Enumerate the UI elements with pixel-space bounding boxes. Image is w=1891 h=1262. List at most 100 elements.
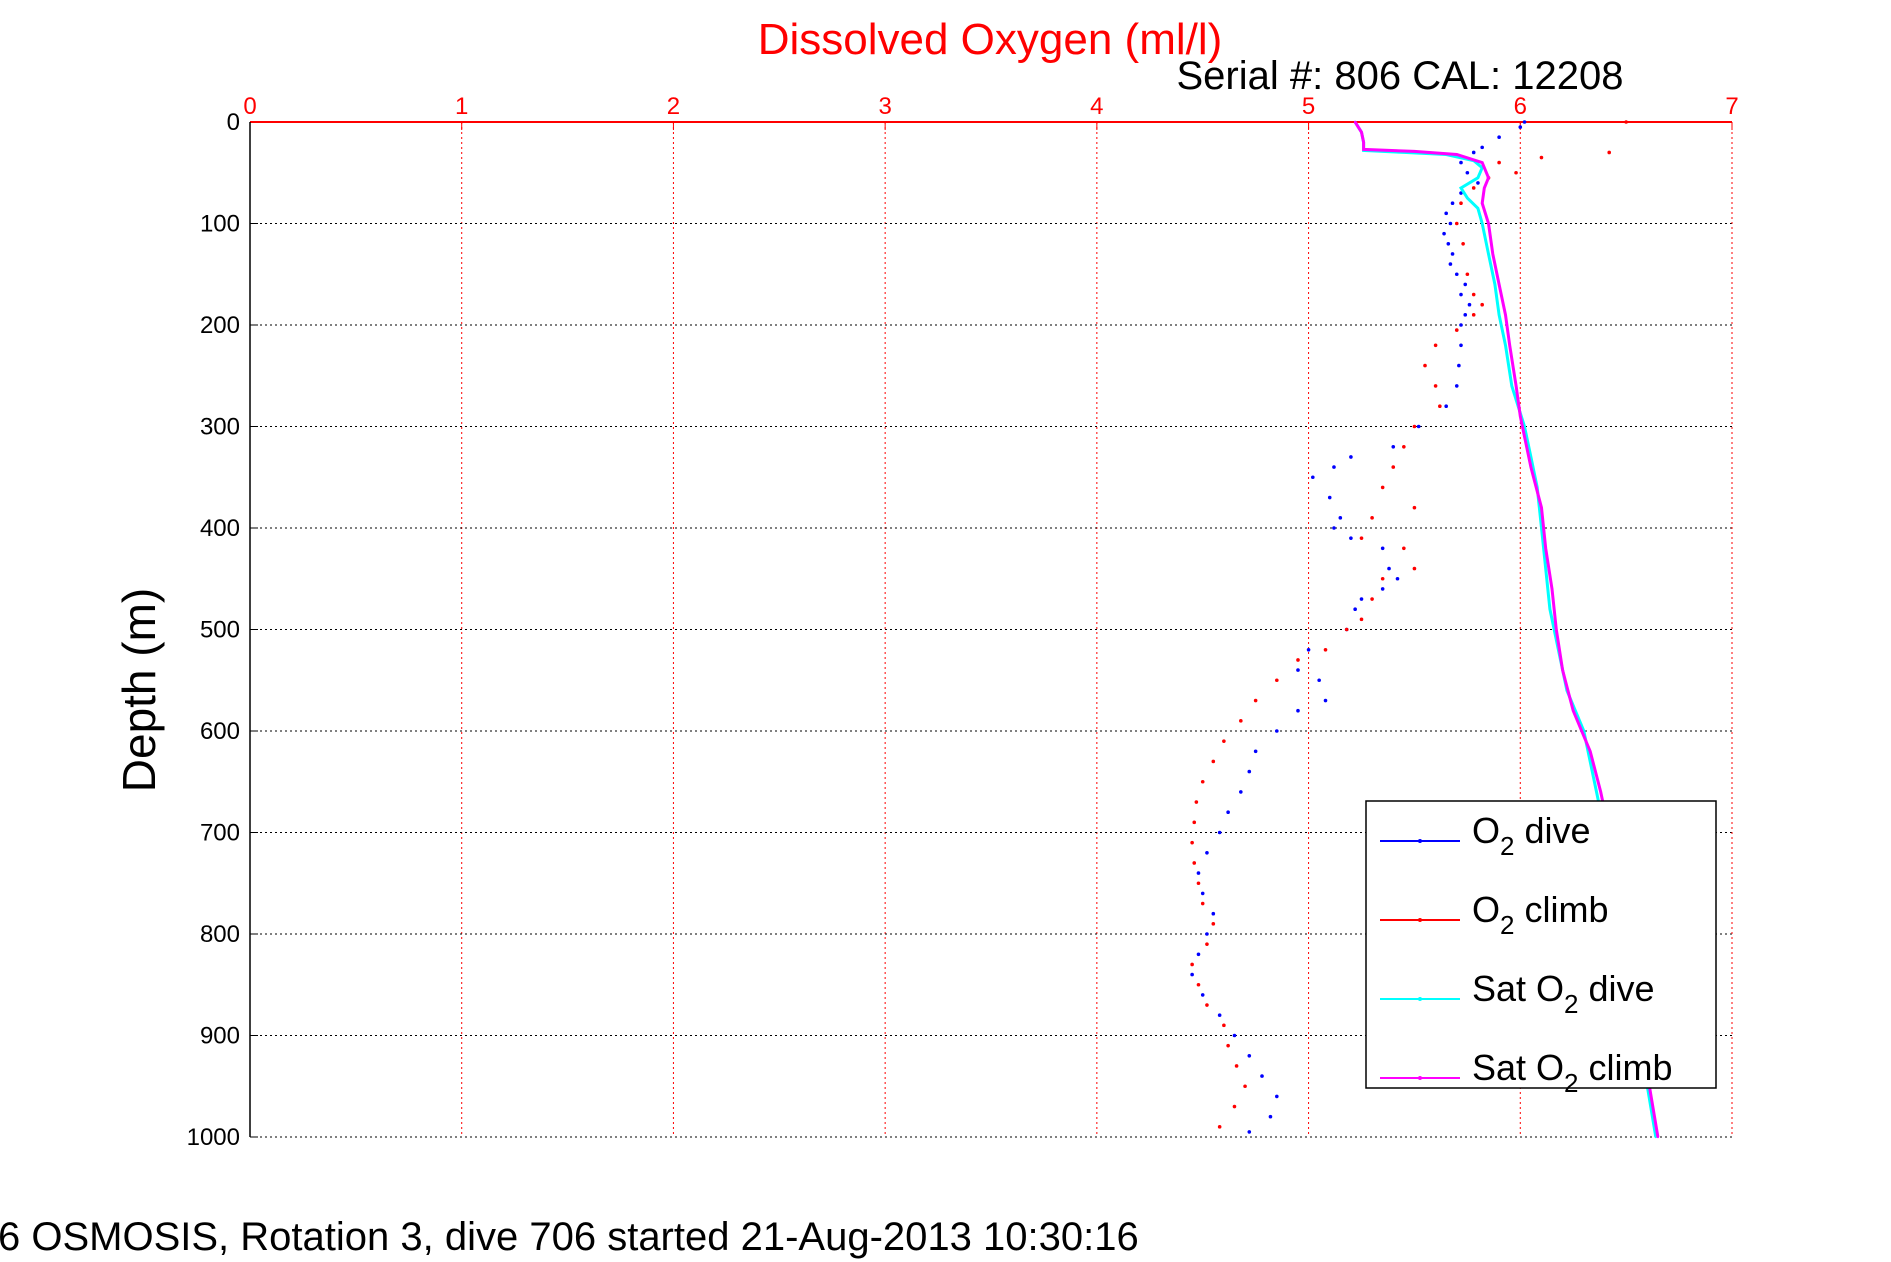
data-point bbox=[1588, 750, 1592, 753]
data-point bbox=[1593, 780, 1596, 783]
data-point bbox=[1480, 161, 1484, 164]
data-point bbox=[1192, 861, 1197, 865]
data-point bbox=[1454, 272, 1459, 277]
data-point bbox=[1239, 790, 1243, 794]
data-point bbox=[1466, 196, 1469, 200]
data-point bbox=[1226, 1043, 1230, 1048]
series-o2-dive bbox=[1190, 120, 1527, 1134]
data-point bbox=[1467, 302, 1472, 307]
y-tick-label: 1000 bbox=[187, 1124, 240, 1151]
data-point bbox=[1539, 155, 1544, 160]
data-point bbox=[1454, 221, 1459, 226]
data-point bbox=[1544, 547, 1547, 550]
data-point bbox=[1359, 597, 1364, 601]
legend-box bbox=[1365, 800, 1717, 1089]
data-point bbox=[1362, 148, 1365, 151]
data-point bbox=[1296, 658, 1300, 662]
data-point bbox=[1523, 435, 1526, 438]
chart-subtitle: Serial #: 806 CAL: 12208 bbox=[1177, 54, 1624, 98]
legend-label: Sat O2 climb bbox=[1472, 1047, 1673, 1098]
y-tick-label: 600 bbox=[200, 718, 240, 745]
y-tick-label: 400 bbox=[200, 515, 240, 542]
data-point bbox=[1504, 313, 1507, 317]
data-point bbox=[1253, 698, 1258, 703]
legend-marker bbox=[1418, 997, 1422, 1001]
data-point bbox=[1514, 170, 1518, 175]
legend-label: O2 dive bbox=[1472, 810, 1591, 861]
data-point bbox=[1529, 465, 1533, 469]
data-point bbox=[1344, 627, 1349, 632]
data-point bbox=[1459, 343, 1463, 348]
data-point bbox=[1211, 759, 1216, 764]
data-point bbox=[1253, 749, 1258, 754]
data-point bbox=[1323, 698, 1328, 703]
data-point bbox=[1599, 790, 1602, 794]
data-point bbox=[1391, 465, 1396, 469]
data-point bbox=[1656, 1135, 1660, 1139]
y-tick-label: 100 bbox=[200, 211, 240, 238]
data-point bbox=[1232, 1104, 1237, 1109]
data-point bbox=[1311, 475, 1315, 480]
data-point bbox=[1239, 719, 1243, 723]
data-point bbox=[1561, 668, 1564, 672]
axes: 0 1 2 3 4 5 6 7 0 100 200 300 400 500 600 700 800 900 1000 bbox=[187, 93, 1739, 1151]
data-point bbox=[1518, 125, 1523, 129]
data-point bbox=[1205, 942, 1209, 946]
data-point bbox=[1332, 465, 1336, 469]
y-tick-label: 0 bbox=[227, 109, 240, 136]
data-point bbox=[1624, 120, 1628, 124]
data-point bbox=[1544, 567, 1547, 570]
data-point bbox=[1192, 820, 1197, 825]
data-point bbox=[1353, 607, 1357, 611]
data-point bbox=[1226, 810, 1230, 814]
chart-title: Dissolved Oxygen (ml/l) bbox=[758, 15, 1223, 64]
data-point bbox=[1338, 516, 1343, 520]
data-point bbox=[1508, 344, 1511, 347]
data-point bbox=[1454, 384, 1459, 388]
data-point bbox=[1487, 252, 1490, 256]
data-point bbox=[1200, 901, 1205, 906]
data-point bbox=[1459, 160, 1463, 165]
data-point bbox=[1275, 1094, 1279, 1099]
data-point bbox=[1487, 176, 1490, 180]
data-point bbox=[1370, 597, 1374, 601]
data-point bbox=[1519, 415, 1522, 418]
data-point bbox=[1450, 252, 1455, 256]
data-point bbox=[1480, 302, 1484, 307]
data-point bbox=[1222, 1023, 1226, 1028]
data-point bbox=[1463, 282, 1468, 287]
data-point bbox=[1461, 242, 1465, 246]
data-point bbox=[1465, 170, 1470, 175]
data-point bbox=[1296, 708, 1300, 713]
data-point bbox=[1232, 1033, 1237, 1038]
data-point bbox=[1493, 283, 1497, 286]
data-point bbox=[1200, 779, 1205, 784]
legend-marker bbox=[1418, 918, 1422, 922]
data-point bbox=[1391, 445, 1396, 449]
x-tick-label: 6 bbox=[1514, 93, 1527, 120]
data-point bbox=[1359, 617, 1364, 622]
x-tick-label: 0 bbox=[243, 93, 256, 120]
y-tick-label: 200 bbox=[200, 312, 240, 339]
data-point bbox=[1275, 729, 1279, 733]
data-point bbox=[1448, 221, 1453, 226]
data-point bbox=[1463, 313, 1468, 317]
data-point bbox=[1497, 135, 1501, 140]
data-point bbox=[1548, 608, 1552, 611]
data-point bbox=[1572, 709, 1575, 712]
data-point bbox=[1471, 292, 1476, 297]
data-point bbox=[1387, 566, 1391, 571]
data-point bbox=[1190, 962, 1194, 967]
data-point bbox=[1540, 506, 1543, 509]
data-point bbox=[1205, 932, 1209, 936]
data-point bbox=[1450, 201, 1455, 205]
data-point bbox=[1550, 587, 1554, 591]
data-point bbox=[1497, 313, 1501, 317]
data-point bbox=[1380, 485, 1385, 490]
data-point bbox=[1217, 1125, 1222, 1129]
legend-marker bbox=[1418, 1076, 1422, 1080]
data-point bbox=[1412, 424, 1417, 429]
data-point bbox=[1471, 150, 1476, 155]
data-point bbox=[1497, 160, 1501, 165]
legend-label: Sat O2 dive bbox=[1472, 968, 1655, 1019]
